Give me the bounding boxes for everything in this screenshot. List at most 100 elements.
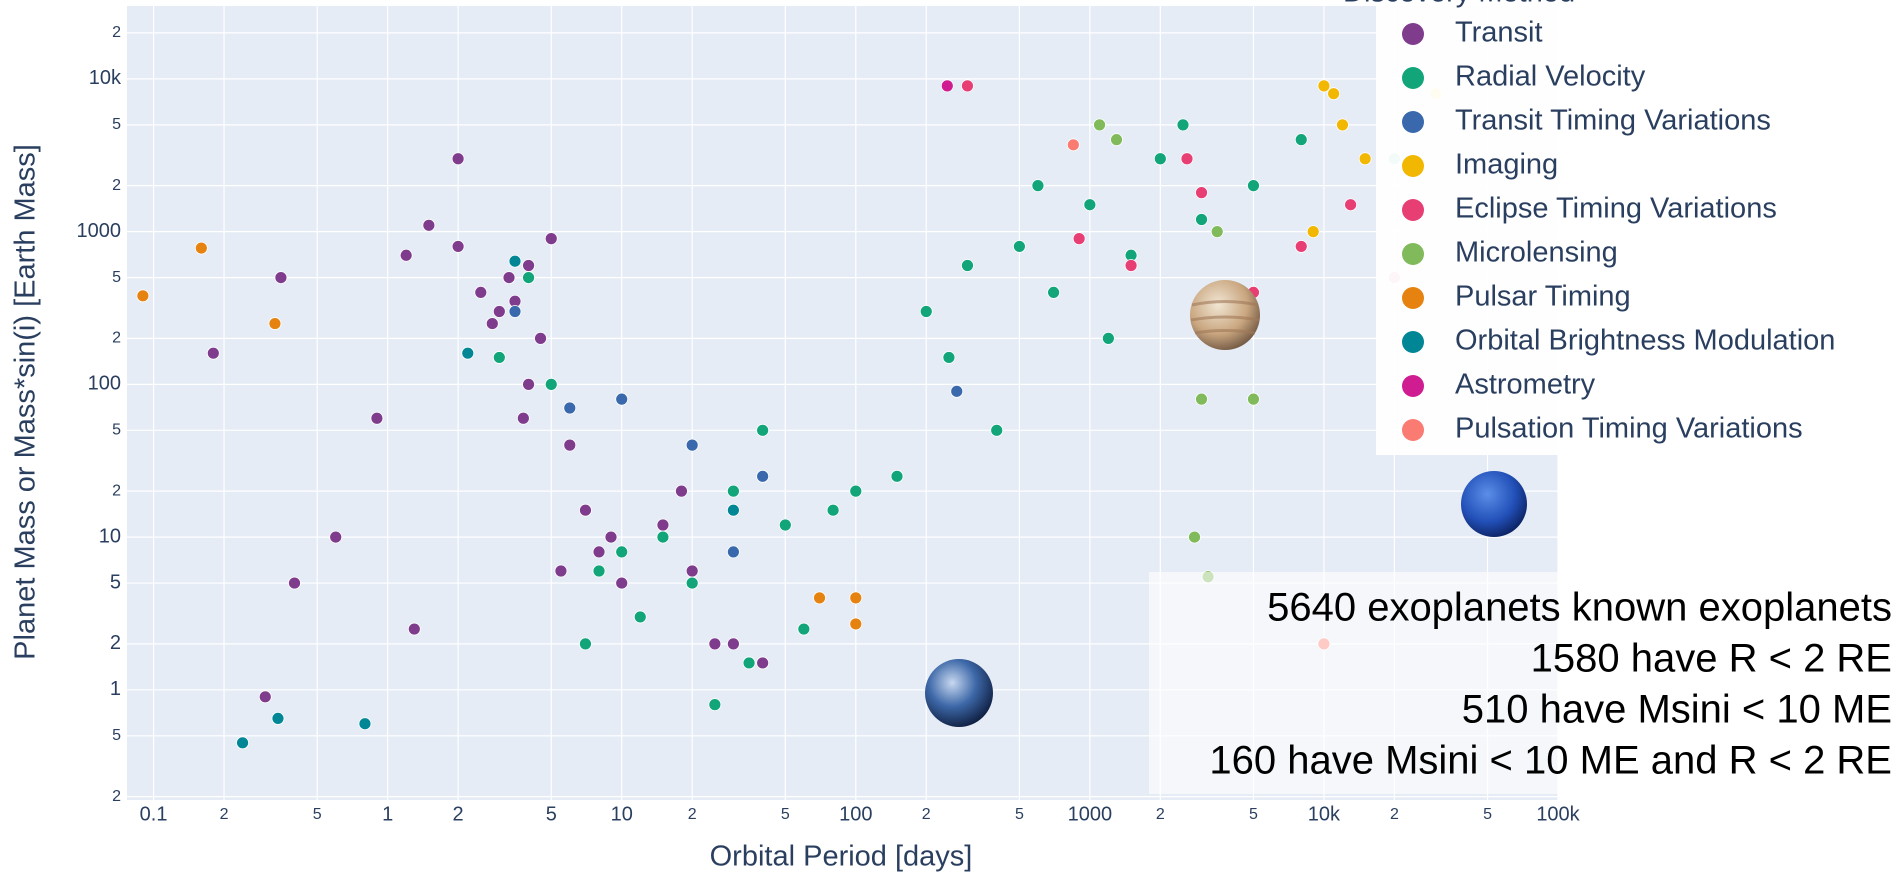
y-tick-label: 2	[112, 482, 121, 499]
data-point	[616, 577, 628, 589]
data-point	[579, 504, 591, 516]
data-point	[195, 242, 207, 254]
legend-label: Microlensing	[1455, 237, 1618, 269]
data-point	[523, 378, 535, 390]
data-point	[579, 638, 591, 650]
data-point	[1196, 187, 1208, 199]
legend-marker	[1402, 67, 1424, 89]
data-point	[757, 470, 769, 482]
data-point	[564, 439, 576, 451]
data-point	[1013, 240, 1025, 252]
neptune-image	[1461, 471, 1527, 537]
x-tick-label: 10k	[1308, 803, 1341, 825]
y-tick-label: 2	[112, 24, 121, 41]
annotation: 5640 exoplanets known exoplanets	[1267, 586, 1892, 630]
data-point	[207, 347, 219, 359]
data-point	[509, 255, 521, 267]
legend-label: Pulsar Timing	[1455, 281, 1631, 313]
x-tick-label: 2	[220, 806, 229, 823]
data-point	[686, 577, 698, 589]
data-point	[961, 260, 973, 272]
x-axis-title: Orbital Period [days]	[710, 841, 973, 873]
x-tick-label: 5	[313, 806, 322, 823]
data-point	[727, 485, 739, 497]
data-point	[269, 318, 281, 330]
data-point	[891, 470, 903, 482]
data-point	[605, 531, 617, 543]
x-tick-label: 2	[688, 806, 697, 823]
legend-marker	[1402, 287, 1424, 309]
jupiter-image	[1190, 280, 1260, 350]
data-point	[564, 402, 576, 414]
data-point	[509, 305, 521, 317]
data-point	[709, 699, 721, 711]
data-point	[961, 80, 973, 92]
data-point	[657, 519, 669, 531]
y-tick-label: 1000	[77, 220, 122, 242]
x-tick-label: 1	[382, 803, 393, 825]
data-point	[1094, 119, 1106, 131]
data-point	[798, 623, 810, 635]
x-tick-label: 100	[839, 803, 872, 825]
legend-marker	[1402, 111, 1424, 133]
data-point	[1048, 286, 1060, 298]
data-point	[727, 546, 739, 558]
x-tick-label: 1000	[1068, 803, 1113, 825]
data-point	[1125, 260, 1137, 272]
data-point	[951, 385, 963, 397]
earth-image	[925, 659, 993, 727]
data-point	[1328, 88, 1340, 100]
data-point	[535, 332, 547, 344]
data-point	[272, 712, 284, 724]
data-point	[1211, 226, 1223, 238]
x-tick-label: 0.1	[140, 803, 168, 825]
legend-marker	[1402, 375, 1424, 397]
data-point	[452, 153, 464, 165]
x-tick-label: 5	[546, 803, 557, 825]
x-tick-label: 2	[453, 803, 464, 825]
data-point	[1196, 214, 1208, 226]
data-point	[1318, 80, 1330, 92]
annotation: 1580 have R < 2 RE	[1531, 637, 1892, 681]
data-point	[503, 272, 515, 284]
data-point	[493, 351, 505, 363]
data-point	[359, 718, 371, 730]
data-point	[1181, 153, 1193, 165]
data-point	[1247, 180, 1259, 192]
data-point	[486, 318, 498, 330]
data-point	[1067, 139, 1079, 151]
legend-label: Pulsation Timing Variations	[1455, 413, 1803, 445]
y-tick-label: 100	[88, 373, 121, 395]
data-point	[814, 592, 826, 604]
data-point	[1111, 134, 1123, 146]
x-tick-label: 5	[1483, 806, 1492, 823]
data-point	[850, 485, 862, 497]
legend-marker	[1402, 155, 1424, 177]
legend-label: Orbital Brightness Modulation	[1455, 325, 1835, 357]
data-point	[1345, 199, 1357, 211]
data-point	[545, 378, 557, 390]
data-point	[555, 565, 567, 577]
y-tick-label: 2	[112, 330, 121, 347]
data-point	[657, 531, 669, 543]
legend-label: Imaging	[1455, 149, 1558, 181]
data-point	[1073, 233, 1085, 245]
data-point	[1196, 393, 1208, 405]
data-point	[593, 565, 605, 577]
y-axis-title: Planet Mass or Mass*sin(i) [Earth Mass]	[10, 144, 42, 660]
data-point	[941, 80, 953, 92]
y-tick-label: 5	[112, 116, 121, 133]
data-point	[616, 393, 628, 405]
y-tick-label: 2	[112, 177, 121, 194]
data-point	[1307, 226, 1319, 238]
legend-label: Transit Timing Variations	[1455, 105, 1771, 137]
data-point	[850, 618, 862, 630]
data-point	[1032, 180, 1044, 192]
data-point	[709, 638, 721, 650]
x-tick-label: 100k	[1536, 803, 1580, 825]
legend-label: Transit	[1455, 17, 1543, 49]
data-point	[475, 286, 487, 298]
data-point	[1295, 240, 1307, 252]
legend-marker	[1402, 23, 1424, 45]
data-point	[423, 219, 435, 231]
